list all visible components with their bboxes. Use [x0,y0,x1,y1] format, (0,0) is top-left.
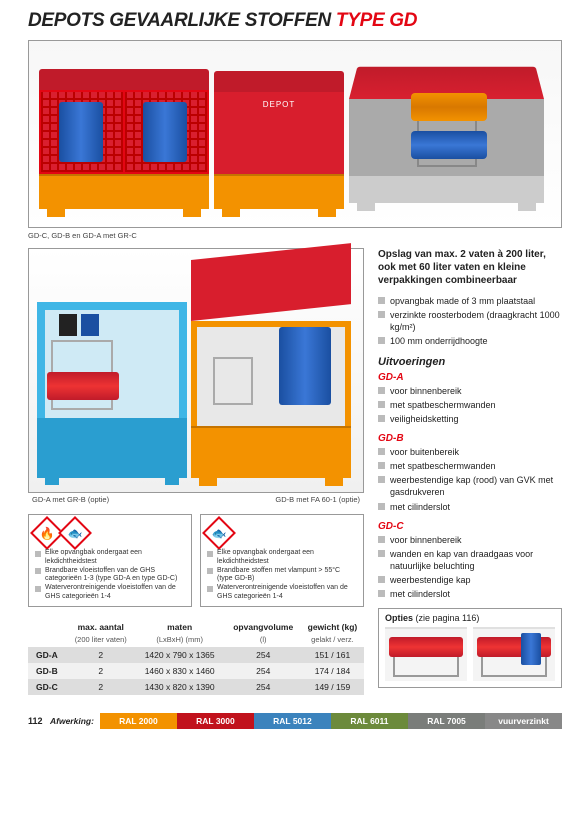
th-qty: max. aantal [68,619,134,635]
list-item: met cilinderslot [378,588,562,600]
opties-ref: (zie pagina 116) [416,613,480,623]
swatch: RAL 5012 [254,713,331,729]
variant-gdc: GD-C [378,521,562,532]
list-item: met spatbeschermwanden [378,399,562,411]
depot-gdc [39,69,209,209]
swatch: RAL 6011 [331,713,408,729]
table-row: GD-A21420 x 790 x 1365254151 / 161 [28,647,364,663]
list-item: met spatbeschermwanden [378,460,562,472]
swatch: RAL 2000 [100,713,177,729]
sec2-captions: GD-A met GR-B (optie) GD-B met FA 60-1 (… [28,495,364,504]
th-dims: maten [134,619,226,635]
unit-gda [37,302,187,478]
hazard-box-left: 🔥 🐟 Elke opvangbak ondergaat een lekdich… [28,514,192,607]
table-row: GD-B21460 x 830 x 1460254174 / 184 [28,663,364,679]
variant-gda: GD-A [378,372,562,383]
list-item: 100 mm onderrijdhoogte [378,335,562,347]
list-item: opvangbak made of 3 mm plaatstaal [378,295,562,307]
swatch: RAL 3000 [177,713,254,729]
hazard-list-right: Elke opvangbak ondergaat een lekdichthei… [207,549,357,602]
caption-right: GD-B met FA 60-1 (optie) [275,495,360,504]
hazard-item: Waterverontreinigende vloeistoffen van d… [35,584,185,602]
hazard-item: Brandbare vloeistoffen van de GHS catego… [35,567,185,585]
section-uitvoeringen: Uitvoeringen [378,356,562,368]
hazard-list-left: Elke opvangbak ondergaat een lekdichthei… [35,549,185,602]
hazard-item: Brandbare stoffen met vlampunt > 55°C (t… [207,567,357,585]
list-item: veiligheidsketting [378,413,562,425]
pollution-icon: 🐟 [202,516,236,550]
hero-caption: GD-C, GD-B en GD-A met GR-C [28,231,562,240]
spec-table: max. aantal maten opvangvolume gewicht (… [28,619,364,695]
list-item: weerbestendige kap [378,574,562,586]
table-row: GD-C21430 x 820 x 1390254149 / 159 [28,679,364,695]
list-item: voor binnenbereik [378,385,562,397]
hazard-item: Waterverontreinigende vloeistoffen van d… [207,584,357,602]
option-img-2 [473,627,555,681]
hazard-box-right: 🐟 Elke opvangbak ondergaat een lekdichth… [200,514,364,607]
swatch: vuurverzinkt [485,713,562,729]
footer-label: Afwerking: [50,716,94,726]
title-black: DEPOTS GEVAARLIJKE STOFFEN [28,10,336,31]
page-title: DEPOTS GEVAARLIJKE STOFFEN TYPE GD [28,10,562,32]
pollution-icon: 🐟 [58,516,92,550]
option-img-1 [385,627,467,681]
main-bullets: opvangbak made of 3 mm plaatstaal verzin… [378,295,562,348]
page-footer: 112 Afwerking: RAL 2000RAL 3000RAL 5012R… [28,711,562,731]
th-wt: gewicht (kg) [301,619,364,635]
unit-gdb [191,260,351,478]
options-box: Opties (zie pagina 116) [378,608,562,688]
swatch: RAL 7005 [408,713,485,729]
secondary-image [28,248,364,493]
hero-image [28,40,562,228]
th-vol: opvangvolume [226,619,301,635]
intro-text: Opslag van max. 2 vaten à 200 liter, ook… [378,248,562,287]
list-item: met cilinderslot [378,501,562,513]
page-number: 112 [28,716,50,726]
list-item: verzinkte roosterbodem (draagkracht 1000… [378,309,562,333]
hazard-item: Elke opvangbak ondergaat een lekdichthei… [207,549,357,567]
list-item: wanden en kap van draadgaas voor natuurl… [378,548,562,572]
caption-left: GD-A met GR-B (optie) [32,495,109,504]
list-item: voor buitenbereik [378,446,562,458]
title-red: TYPE GD [336,10,417,31]
opties-label: Opties [385,613,413,623]
swatch-row: RAL 2000RAL 3000RAL 5012RAL 6011RAL 7005… [100,713,562,729]
variant-gdb: GD-B [378,433,562,444]
depot-gdb [214,71,344,209]
depot-gda [349,79,544,209]
list-item: weerbestendige kap (rood) van GVK met ga… [378,474,562,498]
list-item: voor binnenbereik [378,534,562,546]
hazard-item: Elke opvangbak ondergaat een lekdichthei… [35,549,185,567]
